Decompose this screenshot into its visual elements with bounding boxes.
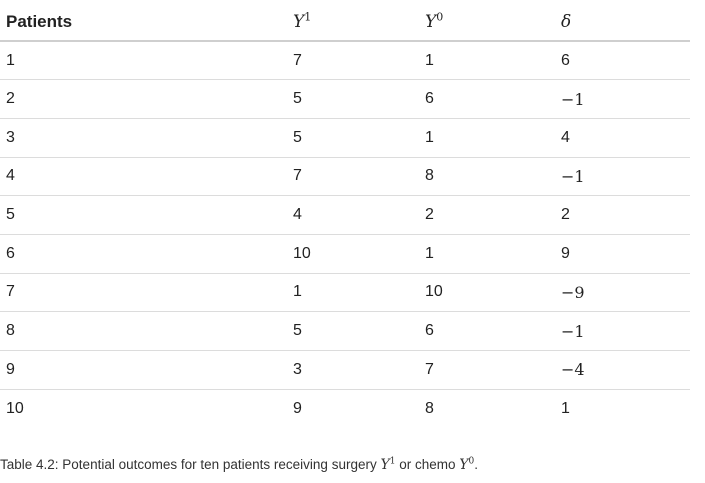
potential-outcomes-table: Patients Y1 Y0 δ 1 7 1 6 2 5 (0, 3, 690, 428)
cell-y0: 7 (419, 350, 555, 390)
caption-middle: or chemo (395, 457, 460, 472)
cell-y0: 8 (419, 157, 555, 197)
header-delta-symbol: δ (561, 11, 572, 32)
cell-y1: 9 (293, 399, 302, 417)
cell-y1: 10 (287, 234, 419, 274)
cell-y1: 5 (287, 311, 419, 351)
caption-surgery-symbol: Y (380, 457, 390, 473)
table-row: 8 5 6 −1 (0, 311, 690, 351)
cell-y0: 8 (425, 399, 434, 417)
table-row: 6 10 1 9 (0, 234, 690, 274)
cell-y0: 6 (419, 79, 555, 119)
header-delta: δ (555, 3, 690, 42)
cell-y1: 5 (287, 118, 419, 158)
cell-delta: 6 (555, 41, 690, 81)
table-row: 5 4 2 2 (0, 195, 690, 235)
cell-y1: 7 (287, 157, 419, 197)
cell-delta: −4 (555, 350, 690, 390)
cell-delta: 4 (555, 118, 690, 158)
cell-delta: −1 (555, 311, 690, 351)
table-header-row: Patients Y1 Y0 δ (0, 3, 690, 42)
cell-y0: 1 (419, 234, 555, 274)
cell-y0: 10 (419, 273, 555, 313)
cell-patient: 4 (0, 157, 287, 197)
cell-y0: 1 (419, 118, 555, 158)
header-y1: Y1 (287, 3, 419, 42)
cell-y1: 3 (287, 350, 419, 390)
cell-patient: 8 (0, 311, 287, 351)
cell-delta: −1 (555, 79, 690, 119)
header-y0-symbol: Y (425, 11, 437, 32)
caption-chemo-superscript: 0 (468, 456, 475, 467)
cell-y1: 4 (287, 195, 419, 235)
caption-suffix: . (474, 457, 478, 472)
header-patients: Patients (0, 3, 287, 42)
table-caption: Table 4.2: Potential outcomes for ten pa… (0, 457, 478, 473)
cell-patient: 5 (0, 195, 287, 235)
table-row: 7 1 10 −9 (0, 273, 690, 313)
cell-delta: −1 (555, 157, 690, 197)
caption-surgery-superscript: 1 (389, 456, 396, 467)
cell-patient: 2 (0, 79, 287, 119)
cell-delta: 9 (555, 234, 690, 274)
caption-chemo-symbol: Y (459, 457, 469, 473)
cell-delta: 2 (555, 195, 690, 235)
cell-patient: 6 (0, 234, 287, 274)
table-row: 1 7 1 6 (0, 41, 690, 81)
header-y1-superscript: 1 (304, 9, 312, 23)
cell-y0: 1 (419, 41, 555, 81)
cell-patient: 3 (0, 118, 287, 158)
table-row: 10 9 8 1 (0, 389, 690, 428)
header-y1-symbol: Y (293, 11, 305, 32)
table-row: 3 5 1 4 (0, 118, 690, 158)
table-row: 2 5 6 −1 (0, 79, 690, 119)
cell-y1: 5 (287, 79, 419, 119)
cell-y0: 2 (419, 195, 555, 235)
outcomes-table-container: Patients Y1 Y0 δ 1 7 1 6 2 5 (0, 3, 690, 428)
cell-y1: 7 (287, 41, 419, 81)
cell-patient: 1 (0, 41, 287, 81)
caption-prefix: Table 4.2: Potential outcomes for ten pa… (0, 457, 381, 472)
table-row: 9 3 7 −4 (0, 350, 690, 390)
cell-delta: 1 (561, 399, 570, 417)
cell-y1: 1 (287, 273, 419, 313)
cell-patient: 10 (6, 399, 24, 417)
header-y0: Y0 (419, 3, 555, 42)
cell-patient: 9 (0, 350, 287, 390)
table-row: 4 7 8 −1 (0, 157, 690, 197)
header-y0-superscript: 0 (436, 9, 444, 23)
cell-patient: 7 (0, 273, 287, 313)
cell-delta: −9 (555, 273, 690, 313)
cell-y0: 6 (419, 311, 555, 351)
